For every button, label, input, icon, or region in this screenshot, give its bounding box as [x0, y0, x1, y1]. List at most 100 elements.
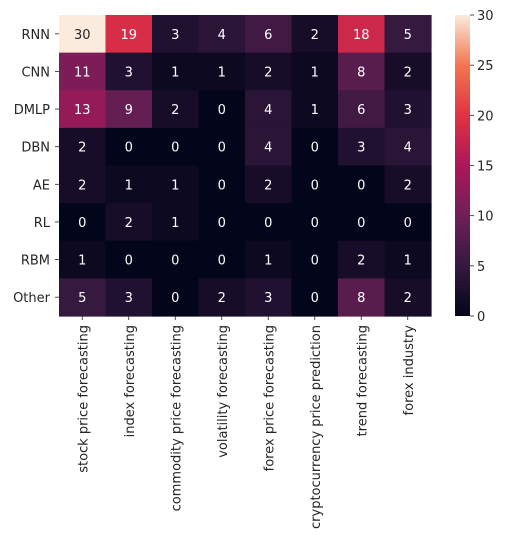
cell-value-label: 2	[404, 65, 412, 80]
heatmap-cell	[245, 278, 293, 317]
cell-value-label: 1	[404, 254, 412, 269]
heatmap-cell	[59, 278, 107, 317]
cell-value-label: 5	[78, 291, 86, 306]
cell-value-label: 2	[264, 65, 272, 80]
cell-value-label: 2	[357, 254, 365, 269]
cell-value-label: 0	[171, 141, 179, 156]
heatmap-cell	[338, 240, 386, 279]
heatmap-cell	[338, 165, 386, 204]
cell-value-label: 0	[78, 216, 86, 231]
column-label: cryptocurrency price prediction	[309, 325, 324, 529]
heatmap-cell	[59, 127, 107, 167]
heatmap-cell	[245, 52, 293, 91]
heatmap-cell	[59, 90, 107, 129]
cell-value-label: 4	[404, 141, 412, 156]
column-label: volatility forecasting	[216, 325, 231, 458]
heatmap-cell	[291, 165, 339, 204]
cell-value-label: 0	[125, 141, 133, 156]
row-label: RNN	[22, 28, 50, 43]
cell-value-label: 0	[171, 291, 179, 306]
cell-value-label: 13	[74, 103, 91, 118]
column-labels: stock price forecasting index forecasting…	[76, 316, 417, 529]
row-labels: RNN CNN DMLP DBN AE RL RBM Other	[13, 28, 59, 306]
cell-value-label: 4	[264, 141, 272, 156]
heatmap-cell	[384, 90, 432, 129]
heatmap-cell	[198, 203, 246, 242]
cell-value-label: 2	[264, 178, 272, 193]
cell-value-label: 9	[125, 103, 133, 118]
heatmap-cell	[198, 52, 246, 91]
heatmap-cell	[105, 165, 153, 204]
heatmap-cell	[384, 127, 432, 167]
cell-value-label: 2	[78, 178, 86, 193]
heatmap-cell	[384, 240, 432, 279]
heatmap-cell	[198, 15, 246, 54]
heatmap-cell	[384, 203, 432, 242]
cell-value-label: 4	[218, 28, 226, 43]
cell-value-label: 0	[264, 216, 272, 231]
cell-value-label: 1	[125, 178, 133, 193]
cell-value-label: 3	[125, 291, 133, 306]
heatmap-cell	[291, 90, 339, 129]
cell-value-label: 2	[218, 291, 226, 306]
column-label: trend forecasting	[355, 325, 370, 436]
heatmap-cell	[291, 127, 339, 167]
cell-value-label: 0	[218, 178, 226, 193]
row-label: CNN	[21, 65, 50, 80]
cell-value-label: 0	[311, 254, 319, 269]
heatmap-cell	[152, 127, 200, 167]
heatmap-cell	[152, 90, 200, 129]
cell-value-label: 0	[218, 216, 226, 231]
colorbar-gradient	[455, 15, 470, 316]
heatmap-cell	[245, 165, 293, 204]
heatmap-cell	[59, 203, 107, 242]
heatmap-cell	[384, 165, 432, 204]
heatmap-cell	[291, 15, 339, 54]
heatmap-cell	[105, 240, 153, 279]
cell-value-label: 3	[404, 103, 412, 118]
heatmap-cell	[245, 15, 293, 54]
heatmap-cell	[198, 127, 246, 167]
heatmap-cell	[152, 278, 200, 317]
cell-value-label: 8	[357, 291, 365, 306]
cell-value-label: 1	[78, 254, 86, 269]
cell-value-label: 1	[311, 65, 319, 80]
cell-value-label: 0	[404, 216, 412, 231]
cell-value-label: 0	[218, 254, 226, 269]
cell-value-label: 4	[264, 103, 272, 118]
heatmap-cell	[59, 165, 107, 204]
heatmap-cell	[291, 278, 339, 317]
heatmap-cell	[152, 165, 200, 204]
cell-value-label: 18	[353, 28, 370, 43]
cell-value-label: 3	[357, 141, 365, 156]
heatmap-cell	[198, 165, 246, 204]
heatmap-cell	[105, 278, 153, 317]
heatmap-cell	[384, 52, 432, 91]
heatmap-cell	[198, 90, 246, 129]
cell-value-label: 0	[357, 216, 365, 231]
cell-value-label: 1	[311, 103, 319, 118]
heatmap-cell	[59, 15, 107, 54]
cell-value-label: 1	[171, 216, 179, 231]
heatmap-cell	[105, 127, 153, 167]
column-label: stock price forecasting	[76, 325, 91, 473]
heatmap-cell	[384, 15, 432, 54]
cell-value-label: 30	[74, 28, 91, 43]
cell-value-label: 2	[78, 141, 86, 156]
colorbar-tick-label: 20	[477, 109, 494, 124]
cell-value-label: 5	[404, 28, 412, 43]
cell-value-label: 0	[218, 103, 226, 118]
column-label: index forecasting	[123, 325, 138, 437]
cell-value-label: 3	[171, 28, 179, 43]
heatmap-cell	[198, 240, 246, 279]
row-label: Other	[13, 291, 51, 306]
heatmap-cell	[105, 90, 153, 129]
row-label: DMLP	[14, 103, 50, 118]
cell-value-label: 0	[171, 254, 179, 269]
colorbar-tick-label: 0	[477, 310, 485, 325]
cell-value-label: 0	[311, 178, 319, 193]
colorbar-tick-label: 10	[477, 210, 494, 225]
row-label: AE	[33, 178, 50, 193]
cell-value-label: 0	[311, 216, 319, 231]
heatmap-cell	[291, 240, 339, 279]
